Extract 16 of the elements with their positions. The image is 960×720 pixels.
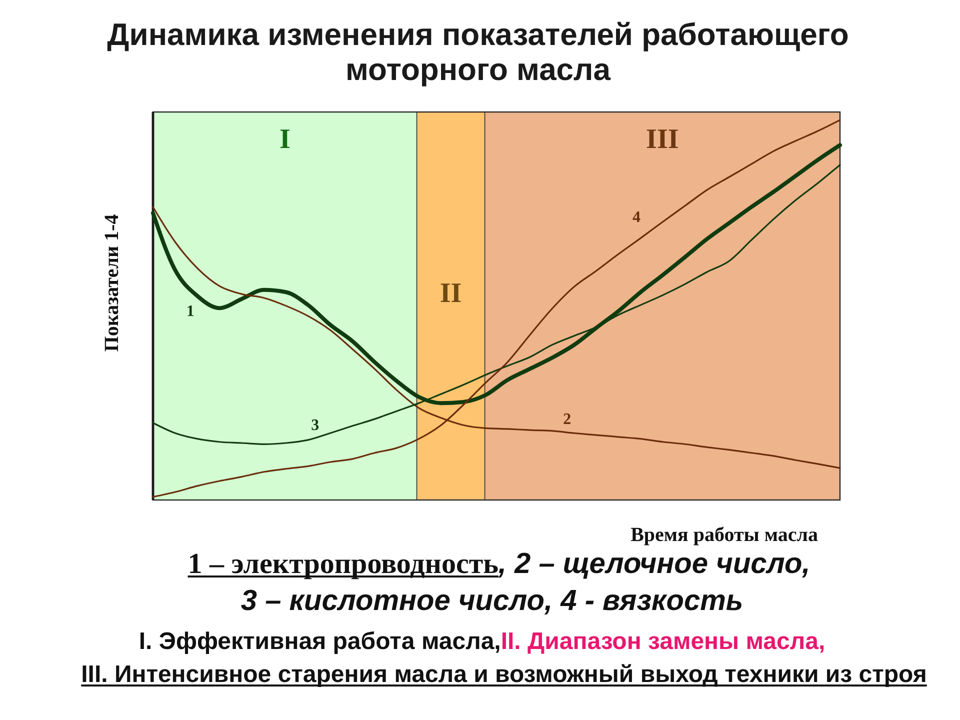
text: 1 – электропроводность	[188, 548, 498, 580]
text: I. Эффективная работа масла,	[138, 628, 501, 655]
y-axis-title: Показатели 1-4	[101, 214, 123, 352]
text: , 2 – щелочное число,	[497, 548, 810, 580]
text: II. Диапазон замены масла,	[500, 628, 826, 655]
text: 3 – кислотное число, 4 - вязкость	[240, 585, 744, 617]
annotation: II	[440, 278, 462, 310]
text: III. Интенсивное старения масла и возможный выход техники из строя	[81, 661, 927, 688]
annotation: I	[279, 124, 290, 155]
series-label: 2	[563, 411, 572, 428]
series-label: 3	[311, 416, 320, 434]
series-label: 4	[632, 209, 641, 226]
annotation: III	[646, 124, 679, 155]
series-label: 1	[186, 302, 194, 320]
x-axis-title: Время работы масла	[630, 524, 818, 546]
chart-title: Динамика изменения показателей работающего моторного масла	[107, 17, 849, 87]
